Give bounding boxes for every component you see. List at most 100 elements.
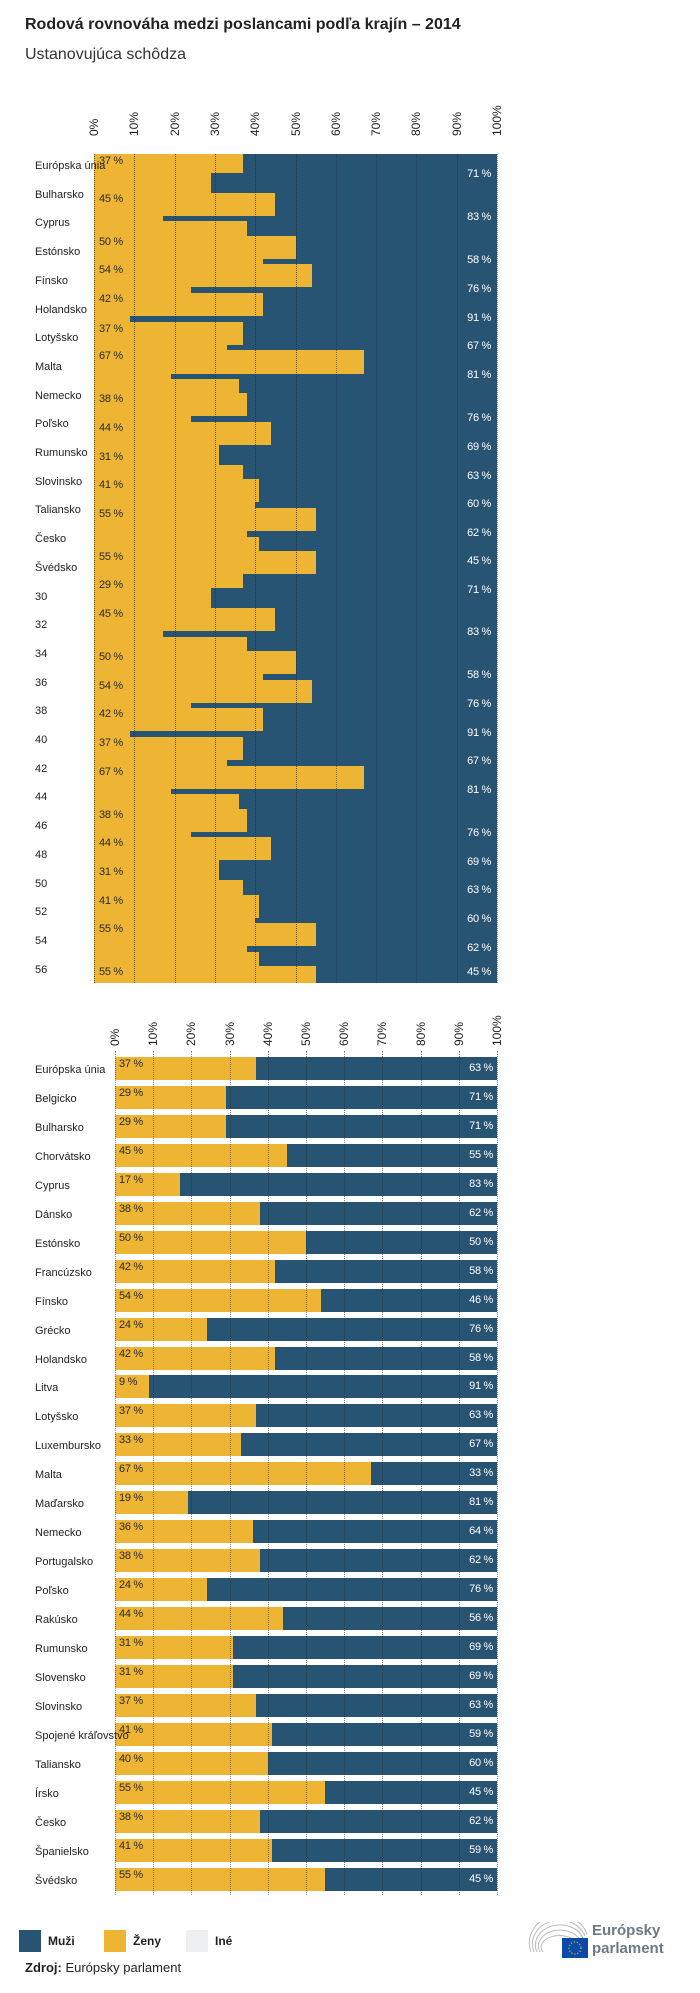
x-tick-label: 0%	[108, 1028, 122, 1046]
women-bar	[115, 1230, 306, 1254]
women-value-label: 50 %	[99, 651, 123, 663]
men-bar	[225, 1085, 497, 1109]
women-step	[94, 445, 219, 465]
women-step	[94, 832, 191, 837]
gridline	[344, 1051, 346, 1895]
women-step	[94, 651, 296, 674]
category-label: Bulharsko	[35, 1121, 84, 1134]
logo-text-line2: parlament	[592, 1940, 664, 1957]
category-label: Grécko	[35, 1324, 71, 1337]
women-step	[94, 551, 316, 574]
category-label: 50	[35, 877, 48, 890]
women-step	[94, 895, 260, 918]
gridline	[115, 1051, 116, 1895]
category-label: Dánsko	[35, 1208, 73, 1221]
women-step	[94, 880, 244, 895]
women-value-label: 36 %	[119, 1521, 143, 1534]
men-value-label: 76 %	[467, 698, 491, 710]
gridline	[306, 1051, 307, 1895]
women-step	[94, 345, 227, 350]
source-note: Zdroj: Európsky parlament	[25, 1960, 181, 1975]
category-label: Lotyšsko	[35, 332, 79, 345]
x-tick-label: 90%	[449, 111, 464, 136]
legend-swatch-men	[19, 1930, 41, 1952]
men-bar	[260, 1549, 497, 1573]
women-step	[94, 173, 211, 193]
men-bar	[271, 1722, 497, 1746]
women-value-label: 67 %	[99, 350, 123, 362]
women-step	[94, 923, 316, 946]
eu-parliament-logo: Európsky parlament	[528, 1922, 678, 1962]
x-tick-label: 30%	[207, 111, 222, 136]
men-value-label: 63 %	[469, 1698, 493, 1711]
women-bar	[115, 1114, 226, 1138]
women-value-label: 55 %	[99, 508, 123, 520]
men-bar	[206, 1578, 497, 1602]
women-value-label: 37 %	[119, 1405, 143, 1418]
women-bar	[115, 1578, 207, 1602]
women-step	[94, 322, 244, 345]
legend-label-men: Muži	[48, 1934, 75, 1948]
women-value-label: 54 %	[99, 264, 123, 276]
men-bar	[260, 1809, 497, 1833]
women-value-label: 55 %	[99, 966, 123, 978]
category-label: Luxembursko	[35, 1440, 102, 1453]
x-tick-label: 80%	[409, 111, 424, 136]
category-label: 30	[35, 590, 48, 603]
men-value-label: 45 %	[469, 1872, 493, 1885]
women-step	[94, 708, 264, 731]
women-value-label: 31 %	[99, 866, 123, 878]
category-label: Chorvátsko	[35, 1150, 91, 1163]
men-bar	[179, 1172, 497, 1196]
category-label: Bulharsko	[35, 188, 84, 201]
women-bar	[115, 1549, 261, 1573]
men-bar	[149, 1375, 497, 1399]
source-label: Zdroj:	[25, 1960, 62, 1975]
men-value-label: 62 %	[469, 1554, 493, 1567]
men-value-label: 62 %	[467, 527, 491, 539]
category-label: Holandsko	[35, 1353, 87, 1366]
women-value-label: 37 %	[99, 155, 123, 167]
women-bar	[115, 1491, 188, 1515]
women-value-label: 31 %	[119, 1665, 143, 1678]
women-step	[94, 374, 171, 379]
category-label: Švédsko	[35, 1874, 78, 1887]
category-label: 56	[35, 963, 48, 976]
women-step	[94, 588, 211, 608]
x-tick-label: 10%	[127, 111, 142, 136]
men-value-label: 76 %	[469, 1322, 493, 1335]
women-value-label: 44 %	[119, 1608, 143, 1621]
men-value-label: 81 %	[469, 1496, 493, 1509]
men-value-label: 69 %	[469, 1669, 493, 1682]
men-value-label: 76 %	[469, 1583, 493, 1596]
hemicycle-flag-icon	[528, 1922, 588, 1958]
x-tick-label: 90%	[451, 1021, 466, 1046]
category-label: Holandsko	[35, 303, 87, 316]
men-value-label: 69 %	[467, 441, 491, 453]
women-step	[94, 154, 244, 173]
women-value-label: 24 %	[119, 1579, 143, 1592]
x-tick-label: 20%	[184, 1021, 199, 1046]
x-tick-label: 60%	[337, 1021, 352, 1046]
women-step	[94, 531, 248, 537]
women-bar	[115, 1607, 284, 1631]
women-step	[94, 952, 260, 966]
women-step	[94, 264, 312, 287]
men-value-label: 69 %	[469, 1641, 493, 1653]
men-value-label: 58 %	[467, 669, 491, 681]
women-value-label: 37 %	[119, 1058, 143, 1070]
category-label: Rumunsko	[35, 1643, 88, 1655]
men-value-label: 71 %	[469, 1119, 493, 1132]
legend-label-women: Ženy	[133, 1934, 162, 1948]
women-step	[94, 680, 312, 703]
women-value-label: 38 %	[119, 1550, 143, 1563]
women-bar	[115, 1433, 242, 1457]
women-value-label: 42 %	[99, 293, 123, 305]
gridline	[456, 154, 458, 983]
gridline	[191, 1051, 193, 1895]
women-value-label: 29 %	[119, 1086, 143, 1099]
women-step	[94, 293, 264, 316]
men-value-label: 45 %	[467, 555, 491, 567]
gridline	[458, 1051, 460, 1895]
men-value-label: 64 %	[469, 1525, 493, 1538]
